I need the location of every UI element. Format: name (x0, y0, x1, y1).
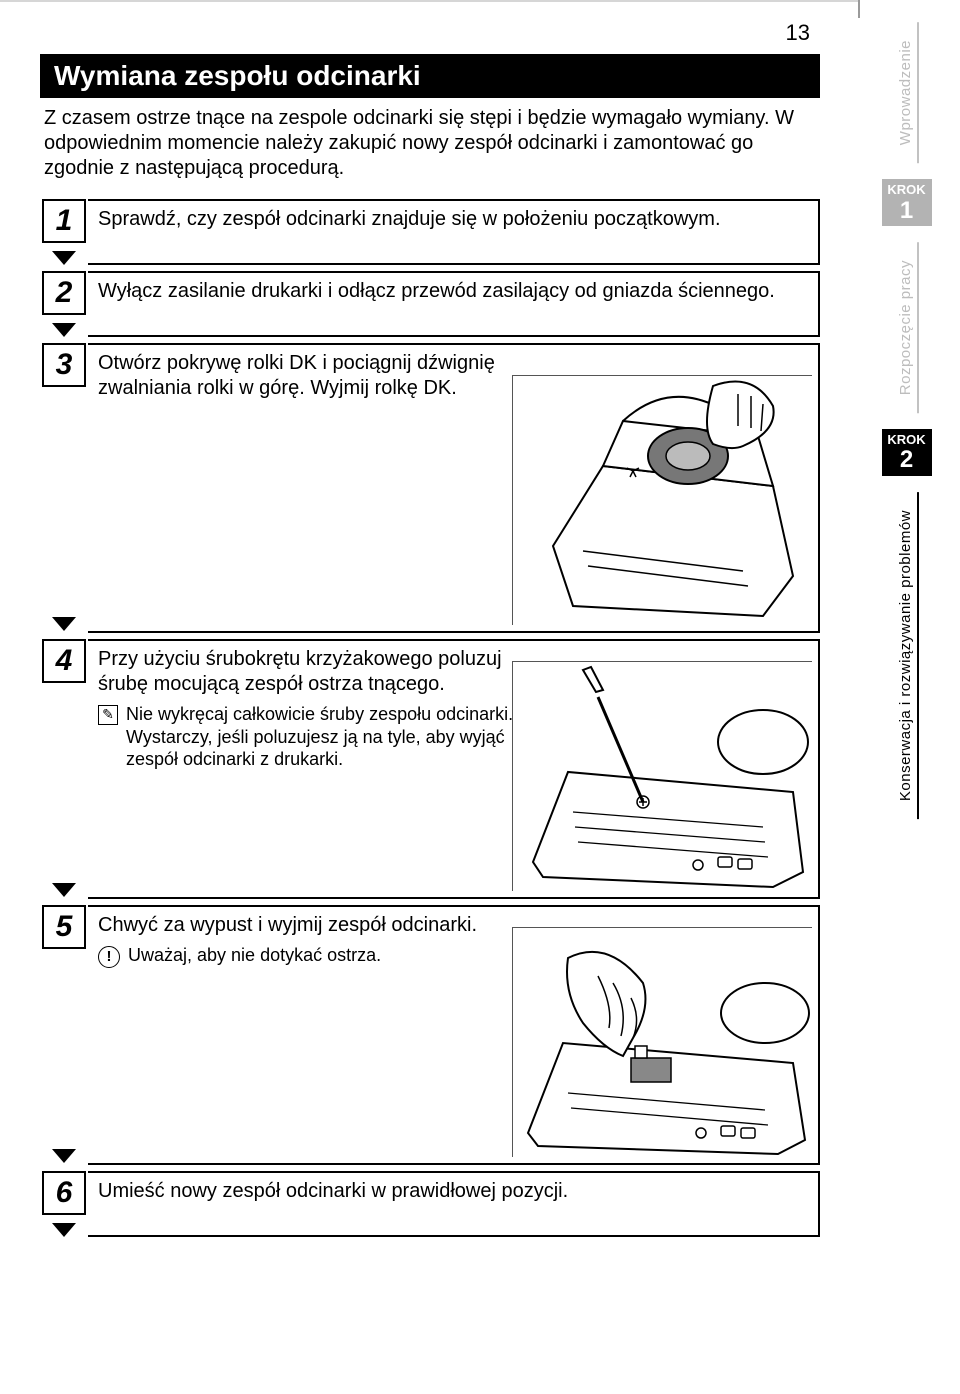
side-step-2-badge: KROK 2 (882, 429, 932, 476)
step-2: 2 Wyłącz zasilanie drukarki i odłącz prz… (40, 271, 820, 337)
side-tab-maintenance: Konserwacja i rozwiązywanie problemów (894, 492, 919, 819)
section-intro: Z czasem ostrze tnące na zespole odcinar… (40, 106, 820, 181)
side-tab-intro: Wprowadzenie (894, 22, 919, 163)
step-1-marker-col: 1 (40, 199, 88, 265)
step-5-marker-col: 5 (40, 905, 88, 1165)
step-1-arrow-icon (52, 251, 76, 265)
side-tabs: Wprowadzenie KROK 1 Rozpoczęcie pracy KR… (859, 22, 954, 819)
step-3-illustration (512, 375, 812, 625)
step-5: 5 Chwyć za wypust i wyjmij zespół odcina… (40, 905, 820, 1165)
step-2-body: Wyłącz zasilanie drukarki i odłącz przew… (88, 271, 820, 337)
step-4-arrow-icon (52, 883, 76, 897)
step-1: 1 Sprawdź, czy zespół odcinarki znajduje… (40, 199, 820, 265)
step-3-marker-col: 3 (40, 343, 88, 633)
side-tab-start: Rozpoczęcie pracy (894, 242, 919, 413)
step-3-text: Otwórz pokrywę rolki DK i pociągnij dźwi… (98, 351, 518, 401)
step-3-arrow-icon (52, 617, 76, 631)
step-6-number: 6 (42, 1171, 86, 1215)
step-4-note: ✎ Nie wykręcaj całkowicie śruby zespołu … (98, 703, 528, 771)
step-4-note-text: Nie wykręcaj całkowicie śruby zespołu od… (126, 703, 528, 771)
page-content: 13 Wymiana zespołu odcinarki Z czasem os… (0, 0, 820, 1283)
step-5-warning-text: Uważaj, aby nie dotykać ostrza. (128, 944, 381, 968)
warning-icon: ! (98, 946, 120, 968)
page-number: 13 (40, 20, 820, 46)
step-4-body: Przy użyciu śrubokrętu krzyżakowego polu… (88, 639, 820, 899)
step-5-arrow-icon (52, 1149, 76, 1163)
step-3-number: 3 (42, 343, 86, 387)
step-1-number: 1 (42, 199, 86, 243)
step-5-warning: ! Uważaj, aby nie dotykać ostrza. (98, 944, 518, 968)
side-krok-num-2: 2 (882, 447, 932, 473)
step-5-illustration (512, 927, 812, 1157)
section-title: Wymiana zespołu odcinarki (40, 54, 820, 98)
step-2-marker-col: 2 (40, 271, 88, 337)
step-6-arrow-icon (52, 1223, 76, 1237)
side-krok-label-1: KROK (887, 182, 925, 197)
step-5-body: Chwyć za wypust i wyjmij zespół odcinark… (88, 905, 820, 1165)
step-3-body: Otwórz pokrywę rolki DK i pociągnij dźwi… (88, 343, 820, 633)
side-krok-num-1: 1 (882, 198, 932, 224)
page-top-rule (0, 0, 860, 2)
step-4: 4 Przy użyciu śrubokrętu krzyżakowego po… (40, 639, 820, 899)
step-4-marker-col: 4 (40, 639, 88, 899)
step-2-number: 2 (42, 271, 86, 315)
step-4-text: Przy użyciu śrubokrętu krzyżakowego polu… (98, 647, 518, 697)
step-6: 6 Umieść nowy zespół odcinarki w prawidł… (40, 1171, 820, 1237)
step-2-arrow-icon (52, 323, 76, 337)
step-5-text: Chwyć za wypust i wyjmij zespół odcinark… (98, 913, 518, 938)
step-3: 3 Otwórz pokrywę rolki DK i pociągnij dź… (40, 343, 820, 633)
page-corner-tick (858, 0, 860, 18)
step-4-number: 4 (42, 639, 86, 683)
side-krok-label-2: KROK (887, 432, 925, 447)
step-6-body: Umieść nowy zespół odcinarki w prawidłow… (88, 1171, 820, 1237)
step-6-marker-col: 6 (40, 1171, 88, 1237)
step-4-illustration (512, 661, 812, 891)
step-5-number: 5 (42, 905, 86, 949)
note-icon: ✎ (98, 705, 118, 725)
side-step-1-badge: KROK 1 (882, 179, 932, 226)
step-1-body: Sprawdź, czy zespół odcinarki znajduje s… (88, 199, 820, 265)
